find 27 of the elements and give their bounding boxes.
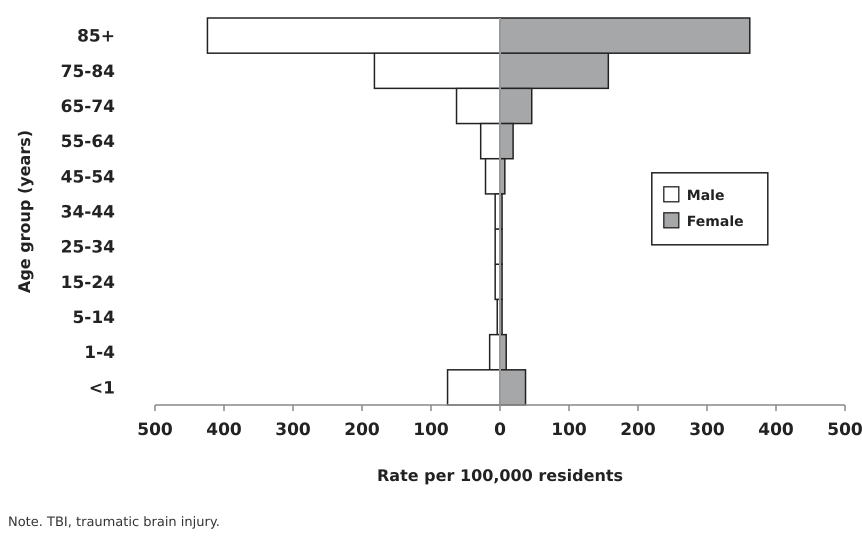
y-tick-label: 1-4	[84, 343, 116, 364]
x-tick-label: 100	[413, 420, 449, 440]
y-tick-label: 65-74	[60, 96, 116, 117]
legend-label: Female	[686, 214, 744, 230]
x-tick-label: 300	[689, 420, 725, 440]
text: Note. TBI, traumatic brain injury.	[8, 515, 220, 530]
y-tick-label: 15-24	[60, 272, 116, 293]
legend-label: Male	[686, 188, 724, 204]
y-tick-label: 75-84	[60, 62, 116, 82]
x-tick-label: 400	[758, 420, 794, 440]
x-tick-label: 500	[137, 420, 173, 440]
x-tick-label: 0	[494, 420, 506, 440]
x-tick-label: 500	[827, 420, 862, 440]
x-tick-label: 300	[275, 420, 311, 440]
y-tick-label: 5-14	[72, 308, 116, 328]
x-tick-label: 200	[344, 420, 380, 440]
y-tick-label: 25-34	[60, 238, 116, 258]
y-tick-label: 55-64	[60, 132, 116, 152]
y-tick-label: 34-44	[60, 202, 116, 222]
y-tick-label: 85+	[77, 26, 115, 47]
x-tick-label: 100	[551, 420, 587, 440]
y-tick-label: <1	[88, 378, 115, 398]
x-axis-title: Rate per 100,000 residents	[376, 466, 624, 485]
y-axis-title: Age group (years)	[15, 130, 34, 294]
y-tick-label: 45-54	[60, 167, 116, 188]
x-tick-label: 400	[206, 420, 242, 440]
x-tick-label: 200	[620, 420, 656, 440]
